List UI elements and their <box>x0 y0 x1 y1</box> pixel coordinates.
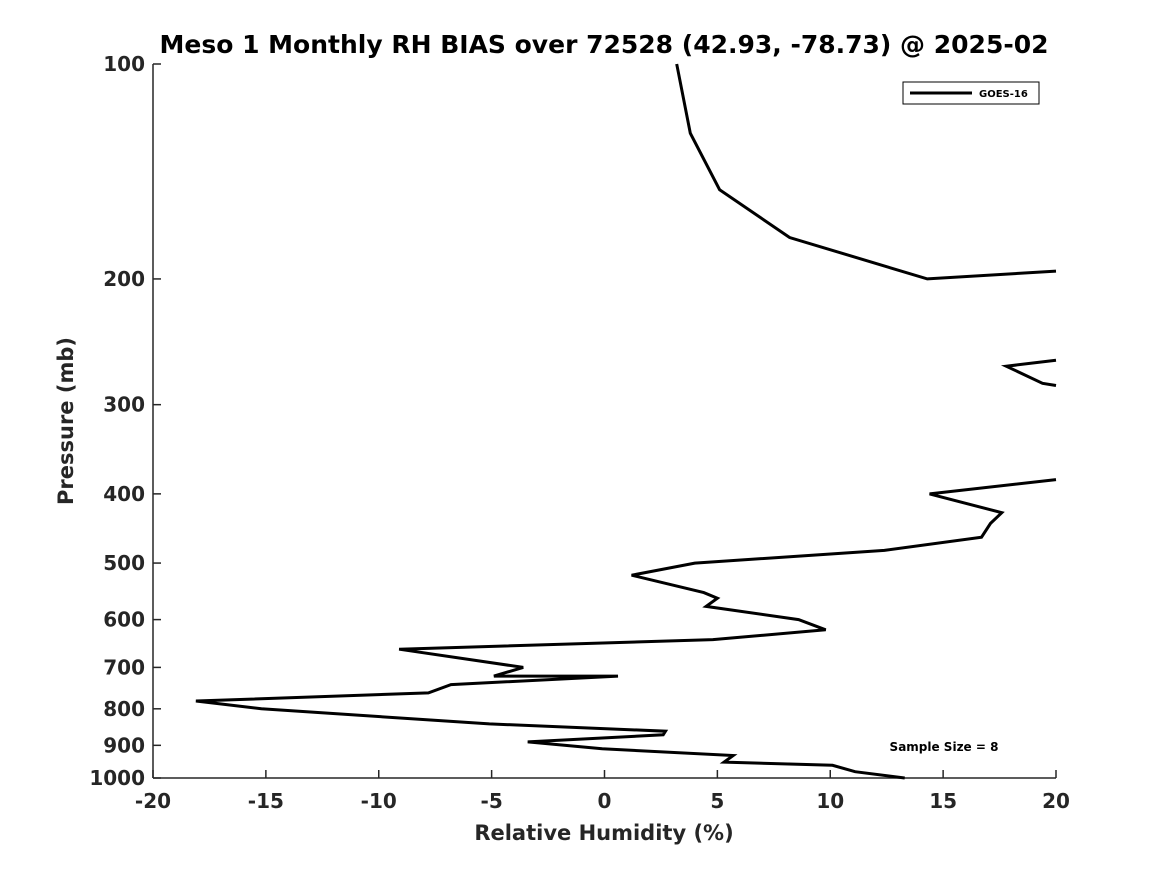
chart-title: Meso 1 Monthly RH BIAS over 72528 (42.93… <box>159 30 1048 59</box>
series-lines <box>195 63 1057 780</box>
y-tick-label: 500 <box>103 551 145 575</box>
y-tick-label: 700 <box>103 655 145 679</box>
x-ticks: -20 -15 -10 -5 0 5 10 15 20 <box>135 770 1070 813</box>
y-tick-label: 300 <box>103 393 145 417</box>
series-line-segment <box>1000 358 1057 387</box>
legend: GOES-16 <box>902 81 1040 105</box>
y-tick-label: 600 <box>103 608 145 632</box>
y-tick-label: 800 <box>103 697 145 721</box>
x-tick-label: 15 <box>929 789 957 813</box>
x-tick-label: 5 <box>710 789 724 813</box>
x-tick-label: -10 <box>361 789 397 813</box>
x-axis-label: Relative Humidity (%) <box>474 821 733 845</box>
x-tick-label: 0 <box>598 789 612 813</box>
x-tick-label: -20 <box>135 789 171 813</box>
y-tick-label: 200 <box>103 267 145 291</box>
x-tick-label: 10 <box>816 789 844 813</box>
y-ticks: 100 200 300 400 500 600 700 800 900 1000 <box>89 52 161 790</box>
y-tick-label: 900 <box>103 733 145 757</box>
y-tick-label: 1000 <box>89 766 145 790</box>
series-line-segment <box>675 63 1057 281</box>
y-tick-label: 100 <box>103 52 145 76</box>
sample-size-annotation: Sample Size = 8 <box>890 740 999 754</box>
legend-label-goes-16: GOES-16 <box>979 89 1028 100</box>
x-tick-label: 20 <box>1042 789 1070 813</box>
y-tick-label: 400 <box>103 482 145 506</box>
x-tick-label: -5 <box>481 789 503 813</box>
y-axis-label: Pressure (mb) <box>54 337 78 505</box>
x-tick-label: -15 <box>248 789 284 813</box>
plot-axes <box>152 64 1056 779</box>
series-line-segment <box>195 478 1057 780</box>
